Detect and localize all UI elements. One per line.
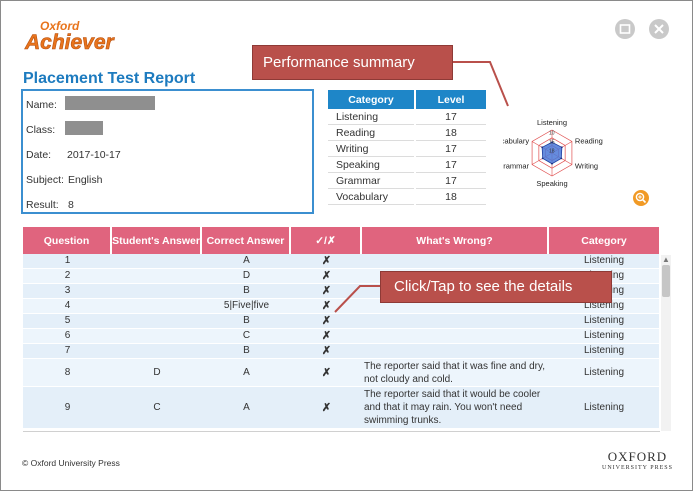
table-row[interactable]: 8 D A ✗ The reporter said that it was fine a… <box>23 359 659 387</box>
question-header: Question <box>23 227 112 254</box>
wrong-mark-icon: ✗ <box>291 359 362 387</box>
maximize-button[interactable] <box>615 19 635 39</box>
details-callout: Click/Tap to see the details <box>380 271 612 303</box>
radar-tick-label: 10 <box>549 131 555 137</box>
logo-brand-top: Oxford <box>40 19 80 33</box>
table-row[interactable]: 7 B ✗ Listening <box>23 344 659 359</box>
close-button[interactable] <box>649 19 669 39</box>
level-header: Level <box>416 90 486 109</box>
category-column-header: Category <box>549 227 659 254</box>
radar-point-writing <box>560 157 563 160</box>
result-label: Result: <box>26 199 59 211</box>
oup-logo-big: OXFORD <box>607 449 668 464</box>
wrong-mark-icon: ✗ <box>291 329 362 344</box>
result-value: 8 <box>68 199 74 211</box>
radar-axis-label-writing: Writing <box>575 162 598 171</box>
category-header: Category <box>328 90 414 109</box>
mark-header: ✓/✗ <box>291 227 362 254</box>
subject-label: Subject: <box>26 174 64 186</box>
close-icon <box>654 24 664 34</box>
zoom-button[interactable] <box>633 190 649 206</box>
table-row[interactable]: 9 C A ✗ The reporter said that it would be c… <box>23 387 659 429</box>
class-value-redacted <box>65 121 103 135</box>
category-row: Grammar 17 <box>328 173 486 189</box>
scroll-up-icon[interactable]: ▲ <box>662 255 670 264</box>
answers-table: Question Student's Answer Correct Answer… <box>23 227 659 429</box>
copyright-text: © Oxford University Press <box>22 458 120 468</box>
radar-axis-label-listening: Listening <box>537 118 567 127</box>
name-value-redacted <box>65 96 155 110</box>
performance-radar-chart[interactable]: 10 15 18 Listening Reading Writing Speaking Gra… <box>503 108 607 196</box>
wrong-mark-icon: ✗ <box>291 387 362 429</box>
performance-summary-callout: Performance summary <box>252 45 453 80</box>
radar-tick-label: 18 <box>549 149 555 155</box>
category-row: Writing 17 <box>328 141 486 157</box>
scrollbar-thumb[interactable] <box>662 265 670 297</box>
date-value: 2017-10-17 <box>67 149 121 161</box>
wrong-mark-icon: ✗ <box>291 344 362 359</box>
radar-axis-label-speaking: Speaking <box>536 179 567 188</box>
student-answer-header: Student's Answer <box>112 227 202 254</box>
whats-wrong-header: What's Wrong? <box>362 227 549 254</box>
wrong-mark-icon: ✗ <box>291 254 362 269</box>
wrong-mark-icon: ✗ <box>291 284 362 299</box>
date-label: Date: <box>26 149 52 161</box>
radar-point-grammar <box>541 157 544 160</box>
oup-logo-small: UNIVERSITY PRESS <box>602 465 673 471</box>
category-row: Listening 17 <box>328 109 486 125</box>
name-label: Name: <box>26 99 57 111</box>
oxford-achiever-logo: Oxford Achiever <box>24 19 116 54</box>
radar-axis-label-vocabulary: Vocabulary <box>503 137 529 146</box>
radar-axis-label-grammar: Grammar <box>503 162 530 171</box>
radar-point-reading <box>560 146 563 149</box>
category-row: Reading 18 <box>328 125 486 141</box>
class-label: Class: <box>26 124 56 136</box>
table-scrollbar[interactable]: ▲ <box>661 255 671 431</box>
logo-brand-main: Achiever <box>24 31 116 54</box>
category-row: Vocabulary 18 <box>328 189 486 205</box>
zoom-in-icon <box>635 192 647 204</box>
maximize-icon <box>619 24 631 34</box>
category-row: Speaking 17 <box>328 157 486 173</box>
radar-point-vocabulary <box>541 146 544 149</box>
scrollbar-track[interactable] <box>661 255 671 431</box>
oxford-university-press-logo: OXFORD UNIVERSITY PRESS <box>602 449 673 471</box>
page-title: Placement Test Report <box>23 70 196 87</box>
wrong-mark-icon: ✗ <box>291 299 362 314</box>
subject-value: English <box>68 174 103 186</box>
category-level-table: Category Level Listening 17 Reading 18 Wri… <box>328 90 486 205</box>
wrong-mark-icon: ✗ <box>291 269 362 284</box>
correct-answer-header: Correct Answer <box>202 227 291 254</box>
radar-point-speaking <box>551 162 553 165</box>
radar-axis-label-reading: Reading <box>575 137 603 146</box>
table-row[interactable]: 1 A ✗ Listening <box>23 254 659 269</box>
radar-point-listening <box>551 141 553 144</box>
table-row[interactable]: 6 C ✗ Listening <box>23 329 659 344</box>
footer-divider <box>23 431 660 432</box>
student-info-box: Name: Class: Date: 2017-10-17 Subject: E… <box>21 89 314 214</box>
radar-tick-label: 15 <box>549 140 555 146</box>
table-row[interactable]: 5 B ✗ Listening <box>23 314 659 329</box>
wrong-mark-icon: ✗ <box>291 314 362 329</box>
